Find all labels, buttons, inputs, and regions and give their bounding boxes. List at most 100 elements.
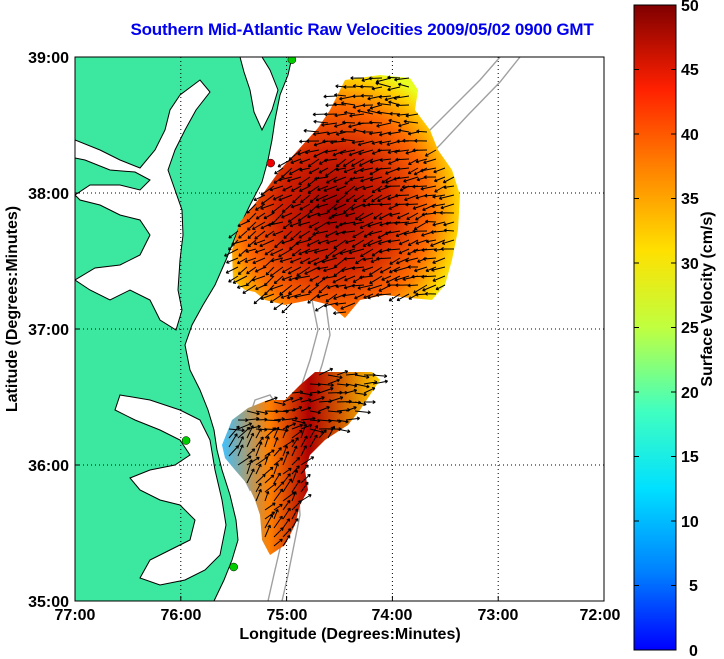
velocity-arrow <box>246 448 256 457</box>
velocity-arrow <box>412 148 428 153</box>
velocity-arrow <box>388 293 401 302</box>
velocity-arrow <box>273 527 284 538</box>
velocity-arrow <box>273 538 283 547</box>
velocity-arrow <box>289 257 302 264</box>
velocity-arrow <box>379 140 392 145</box>
velocity-arrow <box>309 410 321 415</box>
velocity-arrow <box>288 167 302 175</box>
velocity-arrow <box>379 221 392 227</box>
velocity-arrow <box>324 167 338 178</box>
colorbar-tick-label: 45 <box>681 62 699 79</box>
velocity-arrow <box>367 284 383 291</box>
velocity-arrow <box>228 445 239 457</box>
velocity-arrow <box>244 257 257 264</box>
velocity-arrow <box>398 239 410 246</box>
velocity-arrow <box>438 194 455 200</box>
velocity-arrow <box>282 473 291 484</box>
velocity-arrow <box>396 293 410 302</box>
velocity-arrow <box>326 203 338 213</box>
velocity-arrow <box>385 176 401 184</box>
velocity-arrow <box>357 140 374 147</box>
velocity-arrow <box>403 119 419 124</box>
velocity-arrow <box>264 490 270 502</box>
velocity-arrow <box>291 248 302 257</box>
velocity-arrow <box>378 212 392 220</box>
velocity-arrow <box>309 418 321 423</box>
velocity-arrow <box>372 379 389 385</box>
velocity-arrow <box>378 131 392 137</box>
velocity-arrow <box>443 228 455 233</box>
velocity-arrow <box>247 230 257 240</box>
velocity-arrow <box>340 101 356 106</box>
northern-velocity-field <box>232 75 460 318</box>
velocity-arrow <box>318 387 334 394</box>
velocity-arrow <box>433 176 446 183</box>
velocity-arrow <box>354 374 370 379</box>
velocity-arrow <box>369 275 383 285</box>
velocity-arrow <box>375 81 392 88</box>
velocity-arrow <box>264 427 277 439</box>
velocity-arrow <box>325 293 338 303</box>
velocity-arrow <box>273 503 283 511</box>
colorbar-tick-marks <box>634 4 676 651</box>
velocity-arrow <box>344 110 356 115</box>
velocity-arrow <box>246 425 254 439</box>
velocity-arrow <box>238 230 248 239</box>
velocity-arrow <box>440 247 455 251</box>
velocity-arrow <box>387 75 401 80</box>
velocity-arrow <box>420 185 437 191</box>
colorbar-tick-label: 15 <box>681 449 699 466</box>
velocity-arrow <box>335 131 347 136</box>
velocity-arrow <box>439 210 455 215</box>
velocity-arrow <box>363 293 374 299</box>
velocity-arrow <box>389 257 401 265</box>
velocity-arrow <box>332 311 347 316</box>
velocity-arrow <box>332 275 347 284</box>
velocity-arrow <box>253 293 266 305</box>
velocity-arrow <box>396 167 410 172</box>
velocity-arrow <box>247 239 257 248</box>
velocity-arrow <box>432 257 446 264</box>
velocity-arrow <box>273 488 284 502</box>
velocity-arrow <box>318 367 334 376</box>
velocity-arrow <box>264 524 271 538</box>
velocity-arrow <box>298 185 311 193</box>
velocity-arrow <box>300 473 311 484</box>
velocity-arrow <box>358 158 374 167</box>
velocity-arrow <box>335 302 347 306</box>
velocity-arrow <box>333 102 347 107</box>
velocity-arrow <box>308 221 320 229</box>
velocity-arrow <box>237 436 244 448</box>
velocity-arrow <box>291 518 299 529</box>
velocity-arrow <box>360 176 374 183</box>
velocity-arrow <box>362 103 374 108</box>
velocity-arrow <box>354 185 365 191</box>
velocity-arrow <box>321 122 338 127</box>
velocity-arrow <box>353 194 365 203</box>
velocity-arrow <box>411 274 428 279</box>
velocity-arrow <box>407 131 419 136</box>
velocity-arrow <box>335 167 347 172</box>
velocity-arrow <box>246 432 255 448</box>
velocity-arrow <box>425 266 437 273</box>
velocity-arrow <box>246 221 257 231</box>
velocity-arrow <box>355 257 365 265</box>
velocity-arrow <box>360 93 374 98</box>
velocity-arrow <box>371 248 383 257</box>
velocity-arrow <box>265 266 275 276</box>
velocity-arrow <box>291 396 303 403</box>
velocity-arrow <box>255 410 269 415</box>
velocity-arrow <box>381 176 392 184</box>
velocity-arrow <box>384 184 401 189</box>
y-tick-label: 38:00 <box>28 186 69 203</box>
velocity-arrow <box>273 515 283 529</box>
velocity-arrow <box>398 128 410 133</box>
velocity-arrow <box>414 266 428 273</box>
velocity-arrow <box>413 284 428 294</box>
velocity-arrow <box>423 158 437 165</box>
delaware-bay <box>239 57 279 132</box>
velocity-arrow <box>343 256 356 261</box>
velocity-arrow <box>416 129 428 134</box>
velocity-arrow <box>306 239 320 247</box>
